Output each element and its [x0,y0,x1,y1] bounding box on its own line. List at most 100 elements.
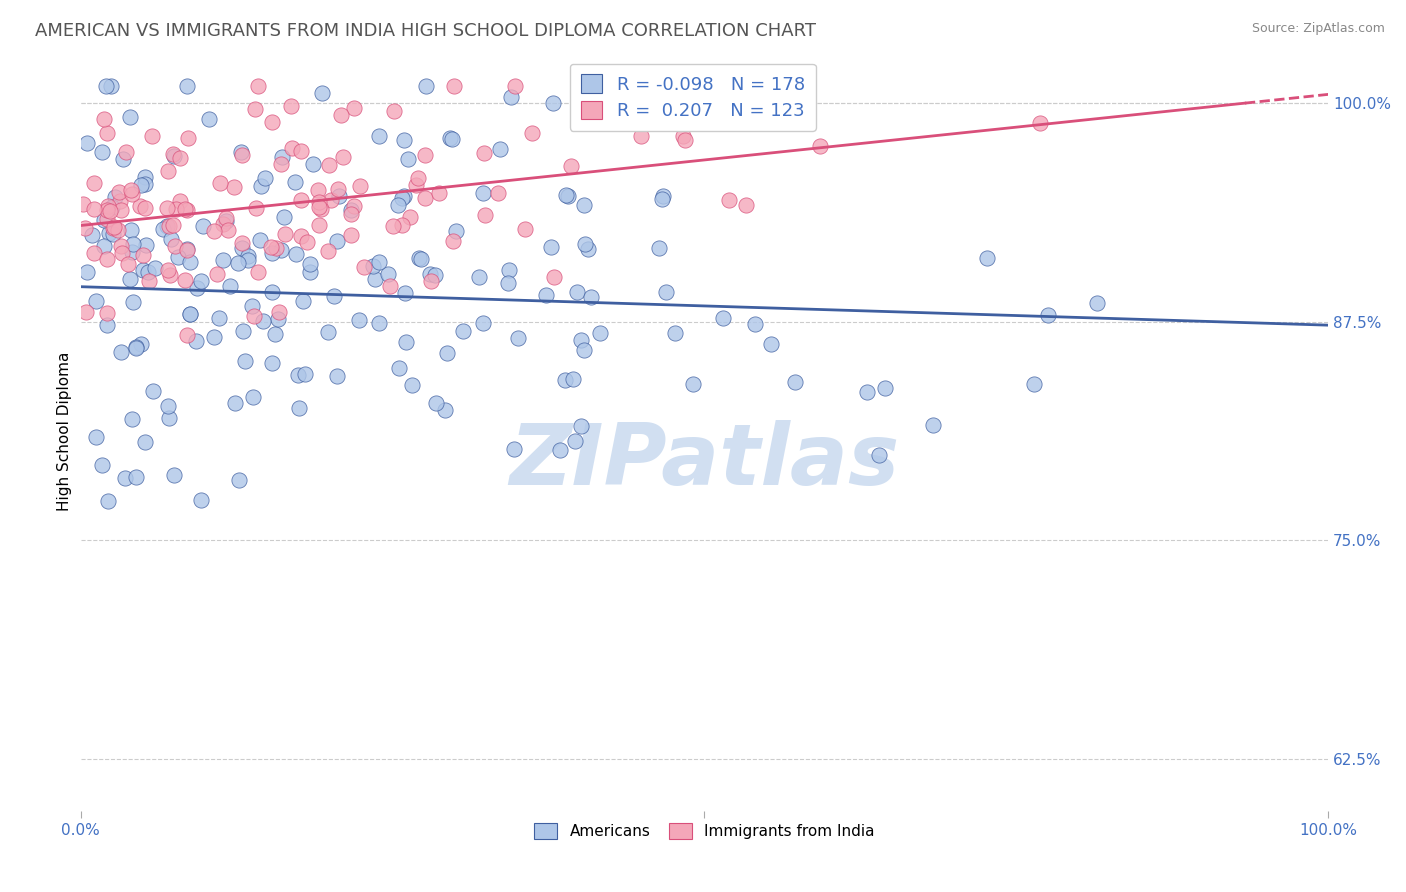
Point [326,182,349,196]
Point [138,274,160,288]
Point [415,78,437,93]
Text: AMERICAN VS IMMIGRANTS FROM INDIA HIGH SCHOOL DIPLOMA CORRELATION CHART: AMERICAN VS IMMIGRANTS FROM INDIA HIGH S… [35,22,815,40]
Point [134,170,156,185]
Point [302,157,325,171]
Point [101,200,124,214]
Point [655,285,678,299]
Point [290,145,312,159]
Point [560,159,582,173]
Point [179,254,201,268]
Point [581,290,603,304]
Point [93,213,115,227]
Point [486,186,509,200]
Point [215,214,238,228]
Point [121,187,143,202]
Point [361,259,384,273]
Point [232,325,254,339]
Point [100,78,122,93]
Point [505,78,527,93]
Point [391,219,413,233]
Point [308,218,330,232]
Point [274,227,297,241]
Point [326,235,349,249]
Point [208,176,231,190]
Point [408,251,430,265]
Point [179,307,201,321]
Point [186,281,208,295]
Point [162,147,184,161]
Point [245,103,267,117]
Point [110,203,132,218]
Point [648,241,671,255]
Point [672,129,695,144]
Point [176,202,198,217]
Point [273,211,295,225]
Point [101,227,124,241]
Point [110,344,132,359]
Point [540,240,562,254]
Text: ZIPatlas: ZIPatlas [509,420,900,503]
Point [427,186,450,200]
Point [249,233,271,247]
Point [576,242,599,256]
Point [135,237,157,252]
Point [208,310,231,325]
Point [253,171,276,186]
Point [377,267,399,281]
Point [406,170,429,185]
Point [347,313,370,327]
Point [309,202,332,216]
Point [231,145,253,159]
Point [245,201,267,215]
Point [474,208,496,222]
Point [80,228,103,243]
Point [162,219,184,233]
Point [131,248,153,262]
Point [166,250,188,264]
Point [285,246,308,260]
Point [329,107,352,121]
Point [173,202,195,216]
Point [392,133,415,147]
Point [295,235,318,249]
Point [222,180,245,194]
Point [111,245,134,260]
Point [108,186,131,200]
Point [808,139,831,153]
Point [770,95,793,109]
Point [104,189,127,203]
Point [574,198,596,212]
Point [252,314,274,328]
Point [231,148,253,162]
Point [96,126,118,140]
Point [382,103,405,118]
Point [96,211,118,226]
Point [367,255,389,269]
Point [307,183,329,197]
Point [247,265,270,279]
Point [340,207,363,221]
Point [280,98,302,112]
Point [339,228,361,243]
Point [72,197,94,211]
Point [93,112,115,127]
Point [409,252,432,267]
Point [394,189,416,203]
Point [651,192,673,206]
Point [136,265,159,279]
Point [211,217,233,231]
Point [169,194,191,208]
Legend: Americans, Immigrants from India: Americans, Immigrants from India [529,817,880,846]
Point [425,268,447,283]
Point [97,493,120,508]
Point [83,245,105,260]
Point [260,115,283,129]
Point [236,249,259,263]
Point [506,331,529,345]
Point [467,269,489,284]
Point [118,272,141,286]
Point [308,200,330,214]
Point [163,467,186,482]
Point [425,395,447,409]
Point [630,128,652,143]
